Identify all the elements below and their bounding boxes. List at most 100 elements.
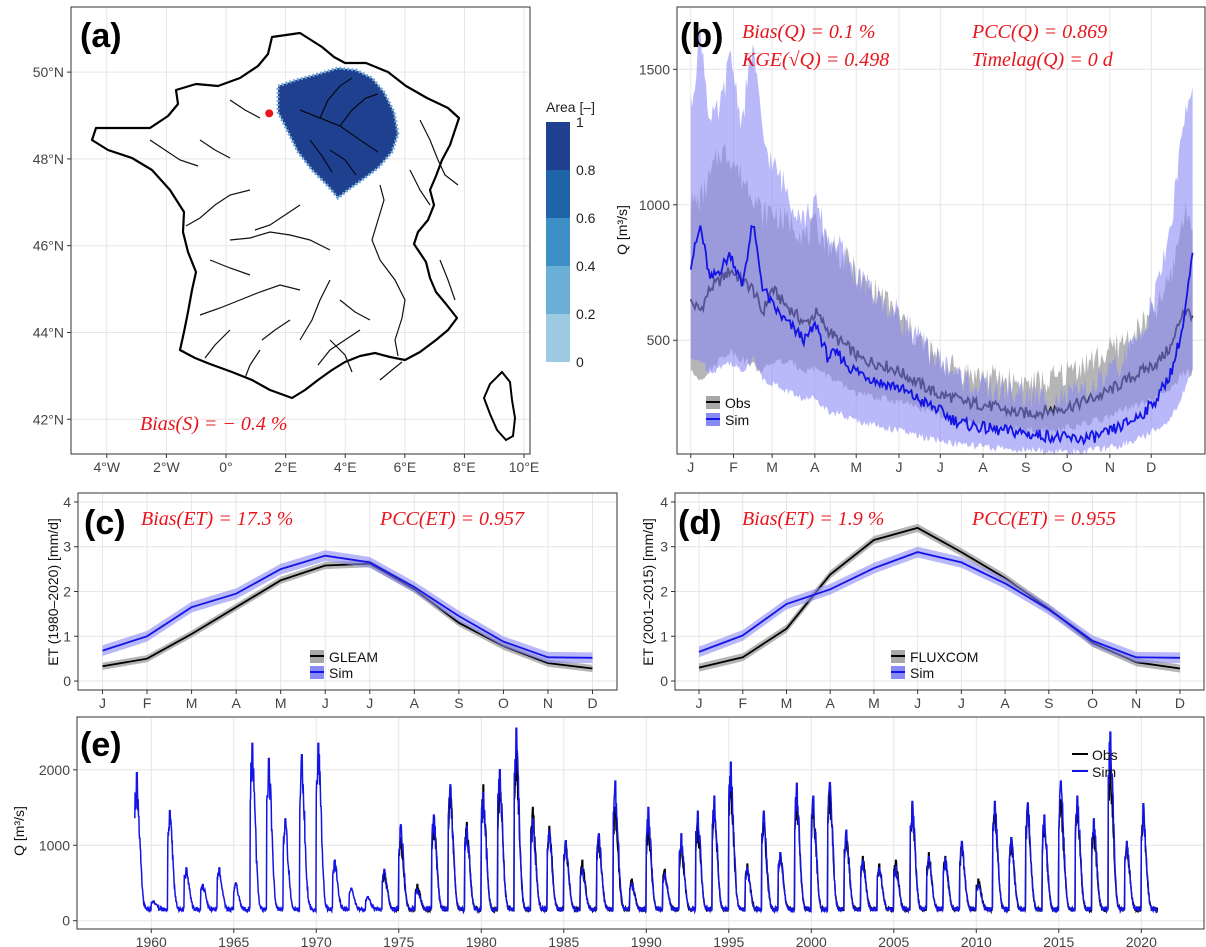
france-outline	[90, 31, 461, 400]
map-ytick-label: 42°N	[33, 411, 64, 427]
d-xtick-label: M	[781, 695, 793, 711]
b-xtick-label: N	[1105, 459, 1115, 475]
d-xtick-label: S	[1044, 695, 1053, 711]
b-xtick-label: S	[1021, 459, 1030, 475]
panel-d-plot-area	[698, 523, 1181, 673]
colorbar-tick-label: 0.2	[576, 306, 596, 322]
panel-a-map: 4°W 2°W 0° 2°E 4°E 6°E 8°E 10°E 42°N 44°N 46°N 48°…	[33, 6, 596, 475]
d-xtick-label: F	[738, 695, 747, 711]
e-xtick-label: 1975	[383, 934, 414, 947]
panel-c-label: (c)	[84, 504, 126, 542]
c-band-sim	[102, 550, 593, 664]
river-line	[409, 169, 431, 206]
b-ytick-label: 1000	[639, 197, 670, 213]
panel-c-stat-pcc: PCC(ET) = 0.957	[379, 508, 525, 530]
panel-b-frame	[676, 6, 1206, 455]
panel-b-ylabel: Q [m³/s]	[614, 205, 630, 255]
river-line	[261, 319, 291, 341]
b-xtick-label: J	[687, 459, 694, 475]
panel-a-x-ticks: 4°W 2°W 0° 2°E 4°E 6°E 8°E 10°E	[93, 454, 539, 475]
gauge-marker	[265, 109, 274, 118]
panel-c-et-gleam: J F M A M J J A S O N D 0 1 2 3 4 ET (1980–2020) [mm/d]…	[45, 492, 618, 711]
d-ytick-label: 2	[660, 584, 668, 600]
panel-d-label: (d)	[678, 504, 721, 542]
panel-a-stat-bias-s: Bias(S) = − 0.4 %	[140, 413, 288, 435]
river-line	[371, 184, 385, 261]
c-xtick-label: A	[410, 695, 420, 711]
colorbar-tick-label: 0.6	[576, 210, 596, 226]
legend-sim-label: Sim	[910, 665, 934, 681]
legend-fluxcom-label: FLUXCOM	[910, 649, 978, 665]
river-line	[379, 259, 406, 357]
legend-sim-label: Sim	[725, 412, 749, 428]
panel-e-frame	[76, 716, 1205, 930]
panel-d-ylabel: ET (2001–2015) [mm/d]	[640, 518, 656, 666]
colorbar-tick-label: 0	[576, 354, 584, 370]
legend-gleam-label: GLEAM	[329, 649, 378, 665]
d-xtick-label: M	[868, 695, 880, 711]
panel-d-stat-bias: Bias(ET) = 1.9 %	[742, 508, 884, 530]
d-ytick-label: 0	[660, 673, 668, 689]
b-xtick-label: J	[895, 459, 902, 475]
e-xtick-label: 1990	[631, 934, 662, 947]
river-line	[329, 339, 353, 373]
panel-e-y-ticks: 0 1000 2000	[39, 762, 77, 929]
panel-a-background	[71, 7, 530, 454]
c-xtick-label: F	[143, 695, 152, 711]
c-xtick-label: D	[587, 695, 597, 711]
d-xtick-label: O	[1087, 695, 1098, 711]
line-sim	[689, 224, 1194, 446]
basin-river-line	[329, 149, 357, 176]
river-line	[229, 231, 331, 251]
river-line	[199, 139, 231, 159]
colorbar-tick-label: 1	[576, 114, 584, 130]
colorbar-title: Area [–]	[546, 99, 595, 115]
panel-b-plot-area	[689, 27, 1194, 454]
map-ytick-label: 46°N	[33, 238, 64, 254]
map-xtick-label: 0°	[219, 459, 232, 475]
map-ytick-label: 50°N	[33, 64, 64, 80]
map-xtick-label: 6°E	[393, 459, 416, 475]
b-xtick-label: O	[1062, 459, 1073, 475]
c-xtick-label: J	[99, 695, 106, 711]
panel-b-stat-kge: KGE(√Q) = 0.498	[741, 49, 889, 71]
panel-c-ylabel: ET (1980–2020) [mm/d]	[45, 518, 61, 666]
c-xtick-label: O	[498, 695, 509, 711]
river-line	[339, 299, 371, 321]
panel-b-legend: Obs Sim	[706, 395, 751, 428]
panel-a-gridlines	[71, 7, 530, 454]
basin-river-line	[339, 93, 379, 127]
d-xtick-label: N	[1131, 695, 1141, 711]
basin-river-line	[309, 139, 333, 173]
river-line	[185, 189, 251, 227]
colorbar-segment	[546, 314, 570, 362]
panel-e-discharge-timeseries: 1960 1965 1970 1975 1980 1985 1990 1995 2000 2005…	[11, 716, 1205, 947]
panel-e-x-ticks: 1960 1965 1970 1975 1980 1985 1990 1995 2000 2005…	[136, 929, 1157, 947]
d-ytick-label: 1	[660, 628, 668, 644]
c-ytick-label: 3	[63, 539, 71, 555]
river-line	[317, 329, 361, 366]
d-ytick-label: 3	[660, 539, 668, 555]
river-line	[199, 284, 301, 316]
e-xtick-label: 1995	[713, 934, 744, 947]
b-xtick-label: A	[810, 459, 820, 475]
b-xtick-label: M	[850, 459, 862, 475]
c-xtick-label: J	[366, 695, 373, 711]
e-ytick-label: 2000	[39, 762, 70, 778]
panel-b-y-ticks: 500 1000 1500	[639, 61, 677, 348]
panel-d-stat-pcc: PCC(ET) = 0.955	[971, 508, 1116, 530]
river-line	[204, 329, 231, 359]
c-ytick-label: 0	[63, 673, 71, 689]
map-xtick-label: 4°E	[334, 459, 357, 475]
legend-obs-label: Obs	[1092, 747, 1118, 763]
map-xtick-label: 4°W	[93, 459, 120, 475]
c-ytick-label: 4	[63, 494, 71, 510]
colorbar: 0 0.2 0.4 0.6 0.8 1	[546, 114, 596, 370]
river-line	[229, 99, 261, 119]
corsica-outline	[482, 370, 517, 442]
panel-b-label: (b)	[680, 17, 723, 55]
e-xtick-label: 1965	[218, 934, 249, 947]
river-line	[149, 139, 199, 167]
